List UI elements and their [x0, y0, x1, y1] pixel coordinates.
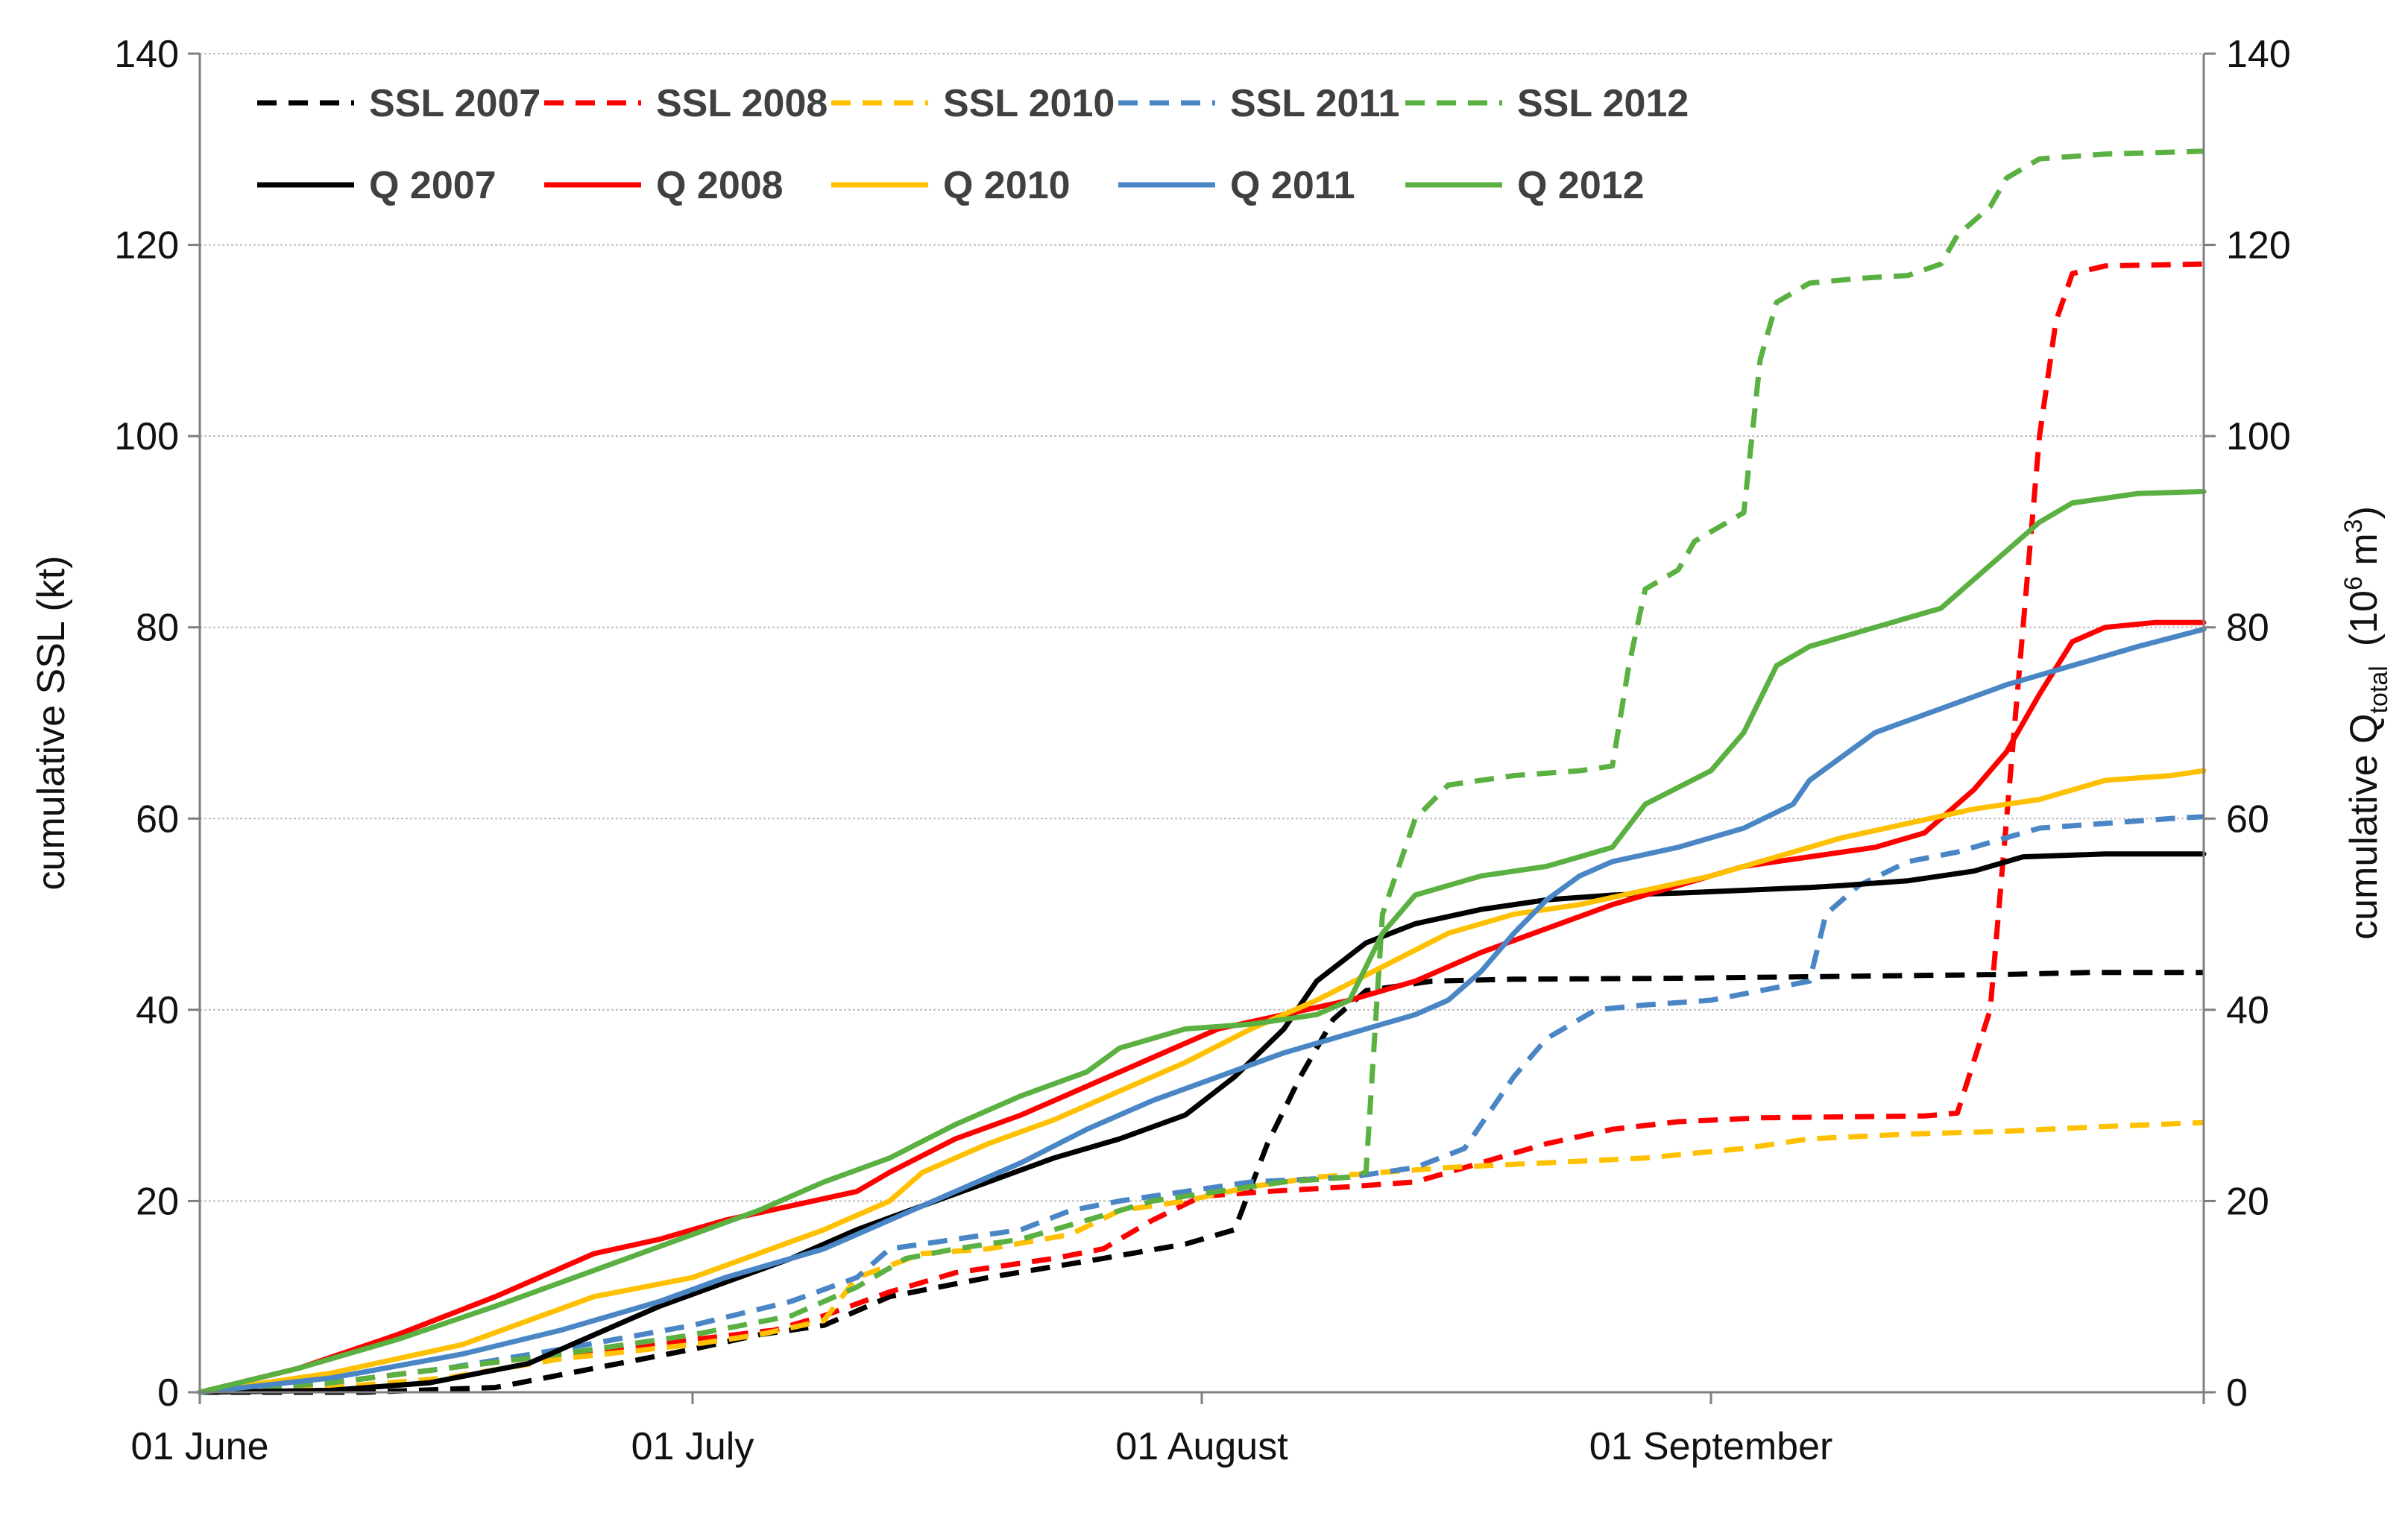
- left-tick-label-20: 20: [136, 1180, 179, 1223]
- left-tick-label-120: 120: [114, 224, 179, 268]
- legend-label-ssl-2008: SSL 2008: [656, 82, 828, 125]
- left-tick-label-40: 40: [136, 989, 179, 1032]
- left-tick-label-80: 80: [136, 607, 179, 650]
- right-axis-title-sub: total: [2365, 666, 2393, 713]
- series-line-q-2008: [197, 619, 2207, 1395]
- right-axis-title-units-sup2: 3: [2339, 519, 2368, 533]
- right-tick-label-120: 120: [2226, 224, 2291, 268]
- right-axis-title-units-close: ): [2342, 506, 2386, 519]
- right-axis-title-units-sup: 6: [2339, 576, 2368, 590]
- legend-label-ssl-2010: SSL 2010: [943, 82, 1115, 125]
- series-line-ssl-2012: [199, 148, 2204, 1395]
- series-line-ssl-2008: [199, 261, 2204, 1395]
- series-line-ssl-2011: [199, 814, 2204, 1395]
- x-tick-label-92: 01 September: [1589, 1425, 1833, 1468]
- right-tick-label-60: 60: [2226, 797, 2269, 841]
- left-axis-title: cumulative SSL (kt): [30, 556, 73, 891]
- right-axis-title: cumulative Qtotal (106 m3): [2339, 506, 2393, 940]
- series-line-ssl-2010: [199, 1119, 2204, 1395]
- left-tick-label-60: 60: [136, 797, 179, 841]
- series-line-ssl-2007: [200, 970, 2204, 1395]
- tick-labels: 0 0 20 20 40 40 60 60 80 80 100 100 120 120 140 140 01 J…: [114, 33, 2291, 1468]
- legend-label-q-2010: Q 2010: [943, 164, 1071, 207]
- series-lines: [197, 148, 2207, 1395]
- legend-label-ssl-2012: SSL 2012: [1517, 82, 1689, 125]
- series-line-q-2010: [197, 768, 2207, 1395]
- series-line-q-2011: [197, 626, 2207, 1395]
- x-tick-label-61: 01 August: [1115, 1425, 1288, 1468]
- right-tick-label-20: 20: [2226, 1180, 2269, 1223]
- x-tick-label-30: 01 July: [631, 1425, 754, 1468]
- left-tick-label-100: 100: [114, 415, 179, 458]
- series-line-q-2007: [197, 851, 2207, 1395]
- right-tick-label-80: 80: [2226, 607, 2269, 650]
- right-tick-label-0: 0: [2226, 1371, 2248, 1415]
- x-tick-label-0: 01 June: [130, 1425, 268, 1468]
- right-tick-label-100: 100: [2226, 415, 2291, 458]
- legend-label-q-2012: Q 2012: [1517, 164, 1645, 207]
- legend-label-ssl-2011: SSL 2011: [1230, 82, 1399, 125]
- legend-label-q-2008: Q 2008: [656, 164, 784, 207]
- legend: SSL 2007 SSL 2008 SSL 2010 SSL 2011 SSL 2012…: [257, 82, 1689, 207]
- legend-label-q-2011: Q 2011: [1230, 164, 1355, 207]
- right-axis-title-units-m: m: [2342, 533, 2386, 576]
- right-tick-label-140: 140: [2226, 33, 2291, 76]
- left-tick-label-140: 140: [114, 33, 179, 76]
- legend-label-q-2007: Q 2007: [369, 164, 497, 207]
- right-axis-title-main: cumulative Q: [2342, 713, 2386, 939]
- right-tick-label-40: 40: [2226, 989, 2269, 1032]
- series-line-q-2012: [197, 489, 2207, 1395]
- legend-label-ssl-2007: SSL 2007: [369, 82, 540, 125]
- ticks: [188, 52, 2216, 1404]
- left-tick-label-0: 0: [157, 1371, 179, 1415]
- right-axis-title-units: (10: [2342, 590, 2386, 646]
